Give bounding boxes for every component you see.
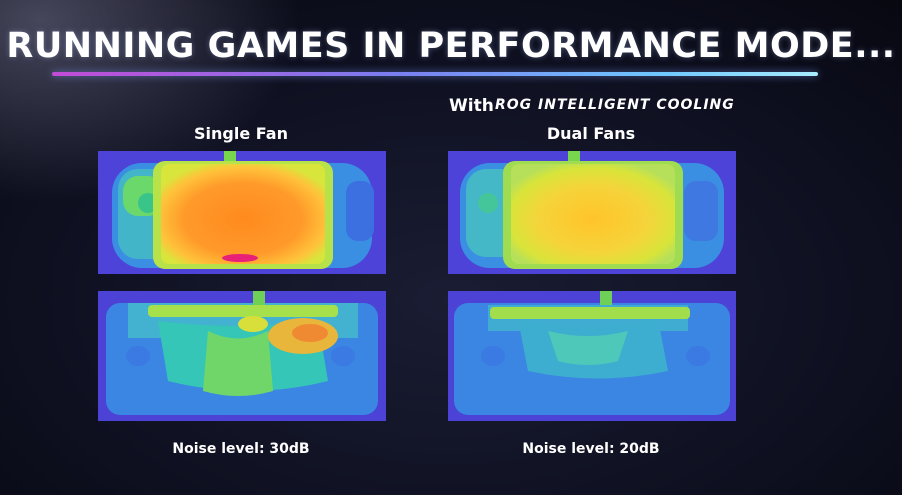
single-fan-back-thermal-image (98, 291, 386, 421)
rog-intelligent-cooling-logo: ROG INTELLIGENT COOLING (495, 97, 735, 113)
single-fan-label: Single Fan (194, 124, 288, 143)
dual-fans-front-thermal-image (448, 151, 736, 274)
dual-fans-back-thermal-image (448, 291, 736, 421)
dual-fans-noise-level: Noise level: 20dB (522, 441, 660, 457)
single-fan-noise-level: Noise level: 30dB (172, 441, 310, 457)
with-label: With (449, 96, 494, 116)
title-underline (52, 72, 818, 76)
slide-title: RUNNING GAMES IN PERFORMANCE MODE... (6, 26, 896, 66)
dual-fans-label: Dual Fans (546, 124, 636, 143)
single-fan-front-thermal-image (98, 151, 386, 274)
